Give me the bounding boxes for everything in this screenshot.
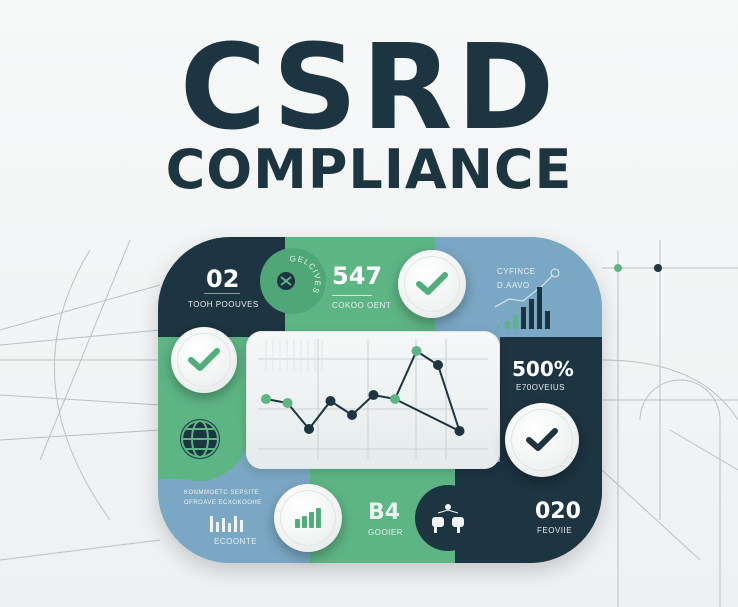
- tile-top-left: 02 TOOH POOUVES: [158, 237, 285, 337]
- metric-value: 547: [332, 262, 383, 290]
- metric-label: OFROAVE ECXOKOOHE: [184, 500, 262, 506]
- data-point: [304, 424, 314, 434]
- metric-label: ECOONTE: [214, 537, 258, 546]
- decor-dot: [654, 264, 662, 272]
- metric-value: 020: [535, 499, 581, 524]
- data-point: [390, 394, 400, 404]
- check-button[interactable]: [171, 327, 237, 393]
- data-point: [454, 426, 465, 436]
- decor-dot: [614, 264, 622, 272]
- check-button[interactable]: [505, 403, 579, 477]
- series-line: [265, 349, 462, 433]
- data-point: [282, 398, 293, 408]
- line-chart-panel: [246, 331, 500, 469]
- metric-value: 02: [206, 265, 240, 293]
- data-point: [347, 410, 357, 420]
- bar-chart-trend-icon: [495, 268, 560, 329]
- metric-label: E70OVEIUS: [516, 383, 565, 392]
- data-point: [325, 396, 336, 406]
- data-point: [368, 390, 379, 400]
- metric-label: GOOIER: [368, 528, 404, 537]
- compass-icon: GELCIVES: [277, 254, 322, 295]
- check-icon: [416, 272, 448, 295]
- metric-value: B4: [368, 500, 401, 525]
- metric-value: 500%: [512, 357, 574, 381]
- meeting-badge: [415, 485, 481, 551]
- page-subtitle: COMPLIANCE: [165, 138, 573, 201]
- check-button[interactable]: [398, 250, 466, 318]
- globe-badge: [158, 397, 242, 481]
- dashboard-card: 02 TOOH POOUVES 547 COKOO OENT CYFINCE D…: [158, 237, 602, 563]
- check-icon: [526, 428, 558, 451]
- badge-label: GELCIVES: [289, 254, 321, 295]
- svg-text:GELCIVES: GELCIVES: [289, 254, 322, 295]
- data-point: [261, 394, 271, 404]
- metric-label: TOOH POOUVES: [188, 300, 259, 309]
- metric-label: FEOVIIE: [537, 526, 573, 535]
- goals-badge: GELCIVES: [260, 248, 326, 314]
- metric-label: CYFINCE: [497, 267, 536, 276]
- people-meeting-icon: [432, 504, 464, 533]
- metric-label: KONMMOETC SEPSITE: [184, 490, 260, 496]
- globe-icon: [180, 419, 220, 459]
- data-point: [411, 346, 422, 356]
- metric-label: D.AAVO: [497, 281, 530, 290]
- bar-chart-icon: [295, 508, 321, 528]
- bar-chart-icon: [210, 516, 243, 532]
- check-icon: [188, 348, 220, 371]
- page-title: CSRD: [179, 18, 559, 156]
- chart-button[interactable]: [274, 484, 342, 552]
- data-point: [433, 360, 443, 370]
- line-chart: [258, 339, 488, 459]
- metric-label: COKOO OENT: [332, 301, 392, 310]
